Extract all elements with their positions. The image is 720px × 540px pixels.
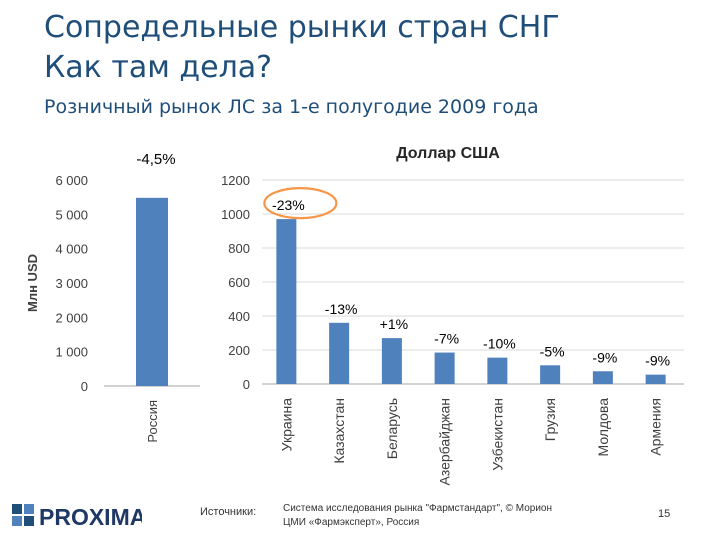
slide-title-line-2: Как там дела? [44, 50, 273, 85]
cis-chart: Доллар США 0 200 400 600 800 1000 1200 -23% Украи… [221, 145, 684, 486]
left-y-axis-label: Млн USD [25, 254, 40, 312]
left-y-tick-label: 4 000 [55, 242, 88, 257]
left-y-tick-label: 0 [81, 379, 88, 394]
proxima-logo-text: PROXIMA [39, 504, 142, 528]
right-bar [381, 338, 402, 384]
slide-title: Сопредельные рынки стран СНГ Как там дел… [44, 8, 560, 88]
left-y-tick-label: 5 000 [55, 207, 88, 222]
left-y-tick-label: 3 000 [55, 276, 88, 291]
left-bar-annotation: -4,5% [136, 151, 175, 168]
right-bar-annotation: -5% [540, 343, 565, 359]
left-y-tick-label: 1 000 [55, 345, 88, 360]
right-bar-annotation: +1% [380, 316, 408, 332]
right-chart-title: Доллар США [396, 145, 500, 162]
slide-subtitle: Розничный рынок ЛС за 1-е полугодие 2009… [44, 96, 539, 118]
russia-chart: 0 1 000 2 000 3 000 4 000 5 000 6 000 Млн USD Ро… [25, 151, 200, 443]
right-x-tick-label: Грузия [542, 398, 558, 441]
right-bar-annotation: -10% [483, 336, 516, 352]
right-x-tick-label: Беларусь [384, 398, 400, 459]
footer-source-1: Система исследования рынка "Фармстандарт… [283, 503, 552, 514]
right-bar-annotation: -7% [434, 331, 459, 347]
footer-sources-label: Источники: [200, 506, 257, 518]
footer-source-2: ЦМИ «Фармэксперт», Россия [283, 517, 420, 528]
left-y-tick-label: 6 000 [55, 173, 88, 188]
left-bar [136, 197, 168, 386]
right-y-tick-label: 1200 [221, 173, 250, 188]
right-x-tick-label: Азербайджан [437, 398, 453, 486]
right-bar [487, 357, 508, 384]
left-x-tick-label: Россия [145, 400, 160, 443]
left-y-tick-label: 2 000 [55, 310, 88, 325]
right-y-tick-label: 600 [228, 275, 250, 290]
right-x-tick-label: Украина [278, 398, 294, 452]
right-bar-annotation: -23% [272, 197, 305, 213]
right-x-tick-label: Армения [648, 398, 664, 456]
right-x-tick-label: Казахстан [331, 398, 347, 464]
right-x-tick-label: Молдова [595, 398, 611, 457]
right-y-tick-label: 200 [228, 343, 250, 358]
right-bar [434, 352, 455, 384]
right-bar [592, 371, 613, 384]
highlight-circle [263, 187, 338, 220]
page-number: 15 [658, 508, 671, 520]
right-bar [329, 322, 350, 384]
right-y-tick-label: 1000 [221, 207, 250, 222]
right-x-tick-label: Узбекистан [489, 398, 505, 471]
right-bar-annotation: -13% [325, 301, 358, 317]
right-y-tick-label: 0 [243, 377, 250, 392]
slide-title-line-1: Сопредельные рынки стран СНГ [44, 10, 560, 45]
right-y-tick-label: 400 [228, 309, 250, 324]
proxima-logo-mark-icon [12, 504, 34, 526]
right-y-tick-label: 800 [228, 241, 250, 256]
right-bar [645, 374, 666, 384]
right-bar-annotation: -9% [645, 353, 670, 369]
right-bar-annotation: -9% [592, 349, 617, 365]
proxima-logo: PROXIMA [12, 504, 142, 528]
footer-sources: Система исследования рынка "Фармстандарт… [283, 502, 583, 530]
right-bar [540, 365, 561, 384]
right-bar [276, 219, 297, 384]
